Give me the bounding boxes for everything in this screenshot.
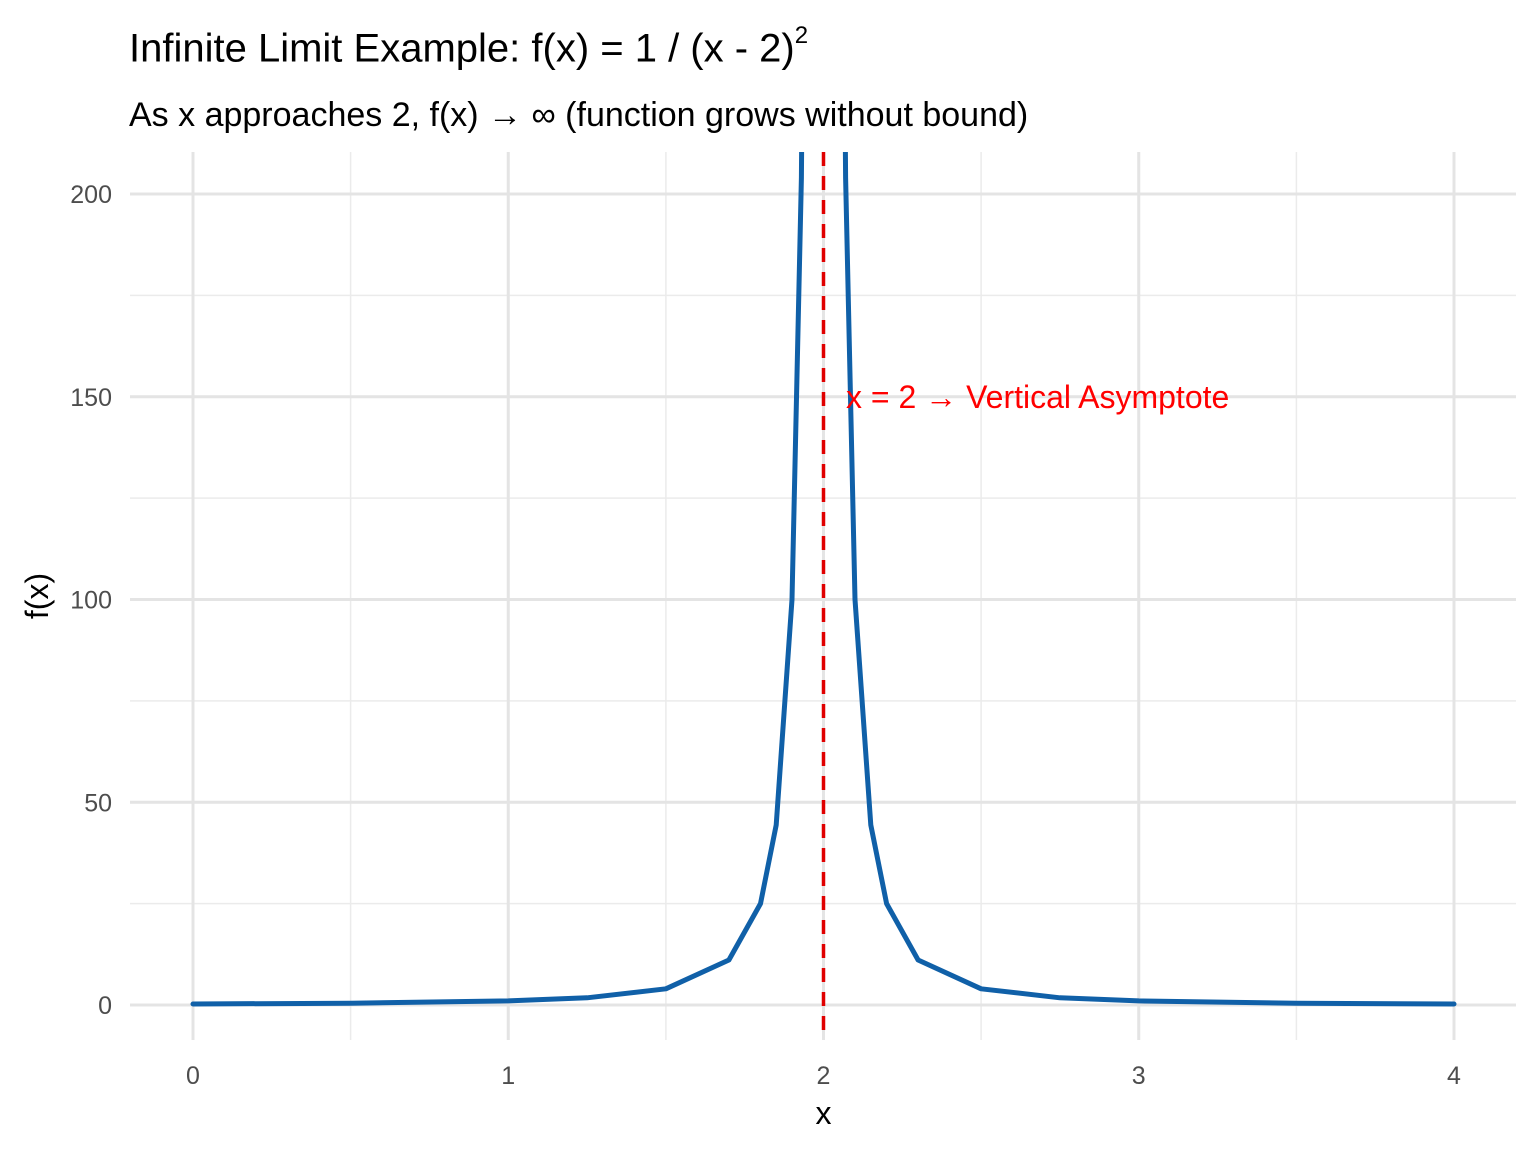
tick-labels: 0 1 2 3 4 0 50 100 150 200 — [70, 181, 1461, 1090]
y-tick-label: 50 — [84, 789, 112, 817]
x-tick-label: 0 — [186, 1062, 200, 1090]
y-axis-label: f(x) — [19, 573, 55, 619]
series-line — [190, 152, 805, 1007]
series-line — [842, 152, 1457, 1007]
x-axis-label: x — [816, 1095, 832, 1131]
chart-title-exponent: 2 — [794, 22, 809, 49]
x-tick-label: 3 — [1132, 1062, 1146, 1090]
chart-title: Infinite Limit Example: f(x) = 1 / (x - … — [129, 22, 808, 71]
chart-subtitle: As x approaches 2, f(x) → ∞ (function gr… — [129, 96, 1029, 134]
y-tick-label: 150 — [70, 384, 112, 412]
x-tick-label: 1 — [501, 1062, 515, 1090]
y-tick-label: 100 — [70, 587, 112, 615]
chart-title-text: Infinite Limit Example: f(x) = 1 / (x - … — [129, 26, 795, 71]
x-tick-label: 4 — [1447, 1062, 1461, 1090]
series-layer — [190, 152, 1457, 1007]
y-tick-label: 200 — [70, 181, 112, 209]
x-tick-label: 2 — [817, 1062, 831, 1090]
asymptote-annotation: x = 2 → Vertical Asymptote — [846, 379, 1229, 415]
y-tick-label: 0 — [98, 992, 112, 1020]
